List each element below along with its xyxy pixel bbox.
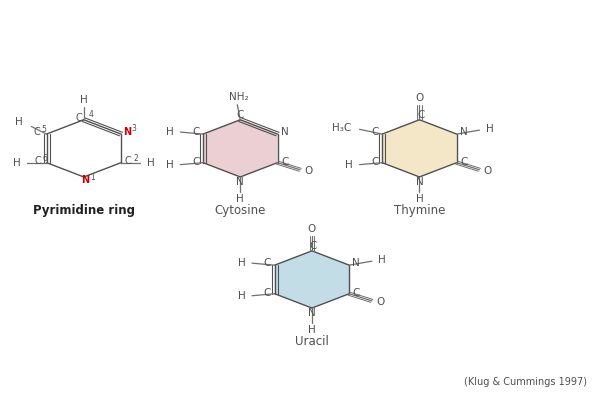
- Text: 5: 5: [42, 125, 47, 134]
- Text: C: C: [76, 113, 82, 123]
- Text: H: H: [416, 194, 424, 204]
- Text: C: C: [353, 288, 360, 298]
- Text: H: H: [80, 95, 88, 105]
- Text: N: N: [281, 127, 289, 137]
- Text: C: C: [264, 258, 271, 268]
- Text: 2: 2: [133, 154, 138, 163]
- Text: H: H: [166, 127, 174, 137]
- Text: C: C: [192, 127, 200, 137]
- Text: C: C: [236, 110, 244, 120]
- Text: C: C: [371, 127, 379, 137]
- Text: C: C: [34, 127, 40, 137]
- Text: N: N: [416, 177, 424, 187]
- Text: C: C: [35, 156, 41, 166]
- Text: H: H: [236, 194, 244, 204]
- Text: C: C: [264, 288, 271, 298]
- Text: NH₂: NH₂: [229, 92, 249, 102]
- Text: H: H: [378, 255, 386, 265]
- Text: C: C: [310, 241, 317, 251]
- Text: H: H: [166, 160, 174, 170]
- Polygon shape: [382, 120, 457, 177]
- Text: Pyrimidine ring: Pyrimidine ring: [33, 204, 135, 217]
- Text: H: H: [346, 160, 353, 170]
- Text: H₃C: H₃C: [332, 123, 351, 133]
- Text: C: C: [460, 157, 467, 167]
- Text: N: N: [308, 308, 316, 318]
- Text: N: N: [236, 177, 244, 187]
- Text: O: O: [308, 224, 316, 234]
- Polygon shape: [203, 120, 278, 177]
- Text: O: O: [415, 93, 424, 103]
- Text: O: O: [376, 298, 385, 308]
- Text: C: C: [371, 157, 379, 167]
- Text: (Klug & Cummings 1997): (Klug & Cummings 1997): [464, 377, 587, 387]
- Text: H: H: [238, 291, 246, 301]
- Text: H: H: [238, 258, 246, 268]
- Text: C: C: [192, 157, 200, 167]
- Text: C: C: [281, 157, 289, 167]
- Text: 1: 1: [90, 173, 95, 182]
- Text: N: N: [352, 258, 360, 268]
- Text: O: O: [304, 166, 313, 176]
- Polygon shape: [275, 251, 349, 308]
- Text: C: C: [417, 110, 424, 120]
- Text: H: H: [485, 124, 493, 134]
- Text: O: O: [484, 166, 492, 176]
- Text: 6: 6: [43, 154, 48, 163]
- Text: N: N: [460, 127, 468, 137]
- Text: Uracil: Uracil: [295, 335, 329, 348]
- Text: Thymine: Thymine: [394, 204, 445, 217]
- Text: H: H: [308, 325, 316, 335]
- Text: C: C: [125, 156, 131, 166]
- Text: N: N: [123, 127, 131, 137]
- Text: H: H: [147, 158, 155, 168]
- Text: H: H: [13, 158, 20, 168]
- Text: 3: 3: [132, 124, 137, 133]
- Text: 4: 4: [89, 110, 94, 120]
- Text: Cytosine: Cytosine: [215, 204, 266, 217]
- Text: H: H: [16, 118, 23, 128]
- Text: N: N: [81, 175, 89, 185]
